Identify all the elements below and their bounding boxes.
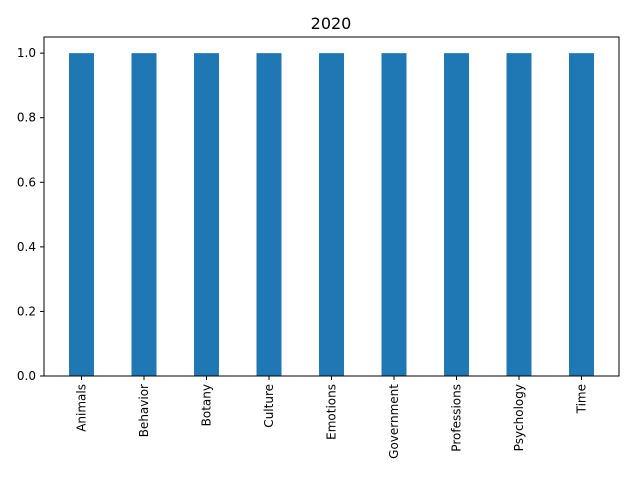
y-tick-label: 0.4 — [17, 240, 36, 254]
x-tick-label-behavior: Behavior — [137, 384, 151, 437]
x-tick-label-botany: Botany — [200, 384, 214, 426]
x-tick-label-culture: Culture — [262, 384, 276, 428]
plot-frame — [43, 36, 620, 377]
bar-culture — [256, 53, 282, 377]
bar-botany — [194, 53, 219, 377]
bar-behavior — [131, 53, 157, 377]
x-tick-label-psychology: Psychology — [512, 384, 526, 451]
y-tick-label: 0.8 — [17, 111, 36, 125]
y-tick-label: 0.6 — [17, 175, 36, 189]
bar-emotions — [319, 53, 344, 377]
bar-professions — [444, 53, 469, 377]
bar-animals — [69, 53, 94, 377]
y-tick-label: 0.0 — [17, 369, 36, 383]
bar-time — [569, 53, 594, 377]
y-tick-label: 0.2 — [17, 304, 36, 318]
bars-layer — [69, 53, 594, 377]
bar-psychology — [506, 53, 532, 377]
x-axis: Animals Behavior Botany Culture Emotions Gove… — [75, 376, 589, 459]
y-axis: 0.0 0.2 0.4 0.6 0.8 1.0 — [17, 46, 44, 383]
y-tick-label: 1.0 — [17, 46, 36, 60]
x-tick-label-time: Time — [575, 384, 589, 414]
x-tick-label-emotions: Emotions — [325, 384, 339, 440]
bar-government — [381, 53, 407, 377]
x-tick-label-professions: Professions — [450, 384, 464, 452]
x-tick-label-government: Government — [387, 384, 401, 459]
x-tick-label-animals: Animals — [75, 384, 89, 432]
chart-title: 2020 — [311, 14, 352, 33]
